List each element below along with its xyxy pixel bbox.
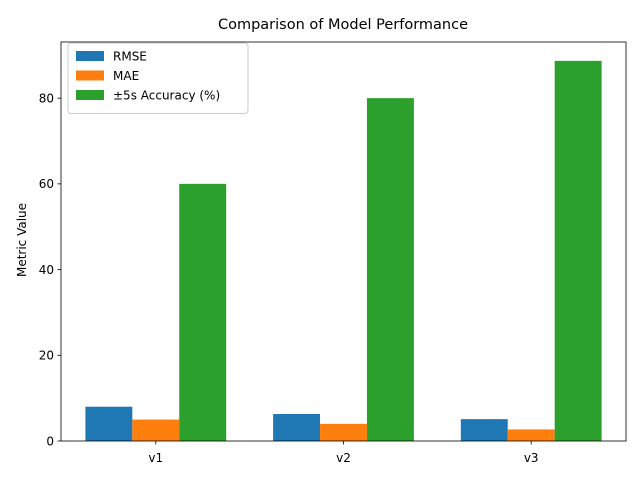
bar-mae-v1 bbox=[132, 419, 180, 441]
x-tick-label: v3 bbox=[524, 451, 539, 465]
bar-mae-v3 bbox=[507, 429, 555, 441]
y-tick-label: 40 bbox=[39, 263, 54, 277]
chart-title: Comparison of Model Performance bbox=[218, 17, 468, 33]
legend-entry-label: RMSE bbox=[113, 49, 147, 63]
bar-rmse-v3 bbox=[460, 419, 508, 441]
bars-group bbox=[85, 60, 602, 442]
bar-rmse-v1 bbox=[85, 406, 133, 441]
y-tick-label: 20 bbox=[39, 349, 54, 363]
legend-entry-label: ±5s Accuracy (%) bbox=[113, 88, 220, 102]
y-axis-label: Metric Value bbox=[15, 203, 29, 277]
bar-5s-accuracy-v1 bbox=[179, 183, 227, 442]
legend-frame bbox=[67, 42, 249, 114]
legend: RMSE MAE ±5s Accuracy (%) bbox=[67, 42, 249, 114]
x-tick-label: v2 bbox=[336, 451, 351, 465]
y-tick-label: 0 bbox=[46, 434, 54, 448]
x-tick-label: v1 bbox=[148, 451, 163, 465]
legend-swatch bbox=[76, 90, 104, 100]
plot-frame bbox=[60, 41, 627, 442]
y-tick-label: 60 bbox=[39, 177, 54, 191]
legend-swatch bbox=[76, 51, 104, 61]
bar-5s-accuracy-v3 bbox=[554, 60, 602, 442]
bar-5s-accuracy-v2 bbox=[366, 98, 414, 441]
bar-mae-v2 bbox=[320, 423, 367, 441]
x-ticks-group: v1 v2 v3 bbox=[148, 441, 539, 465]
y-ticks-group: 0 20 40 60 80 bbox=[39, 91, 61, 448]
bar-rmse-v2 bbox=[273, 414, 321, 441]
legend-swatch bbox=[76, 70, 104, 81]
y-tick-label: 80 bbox=[39, 91, 54, 105]
legend-entry-label: MAE bbox=[113, 69, 139, 83]
